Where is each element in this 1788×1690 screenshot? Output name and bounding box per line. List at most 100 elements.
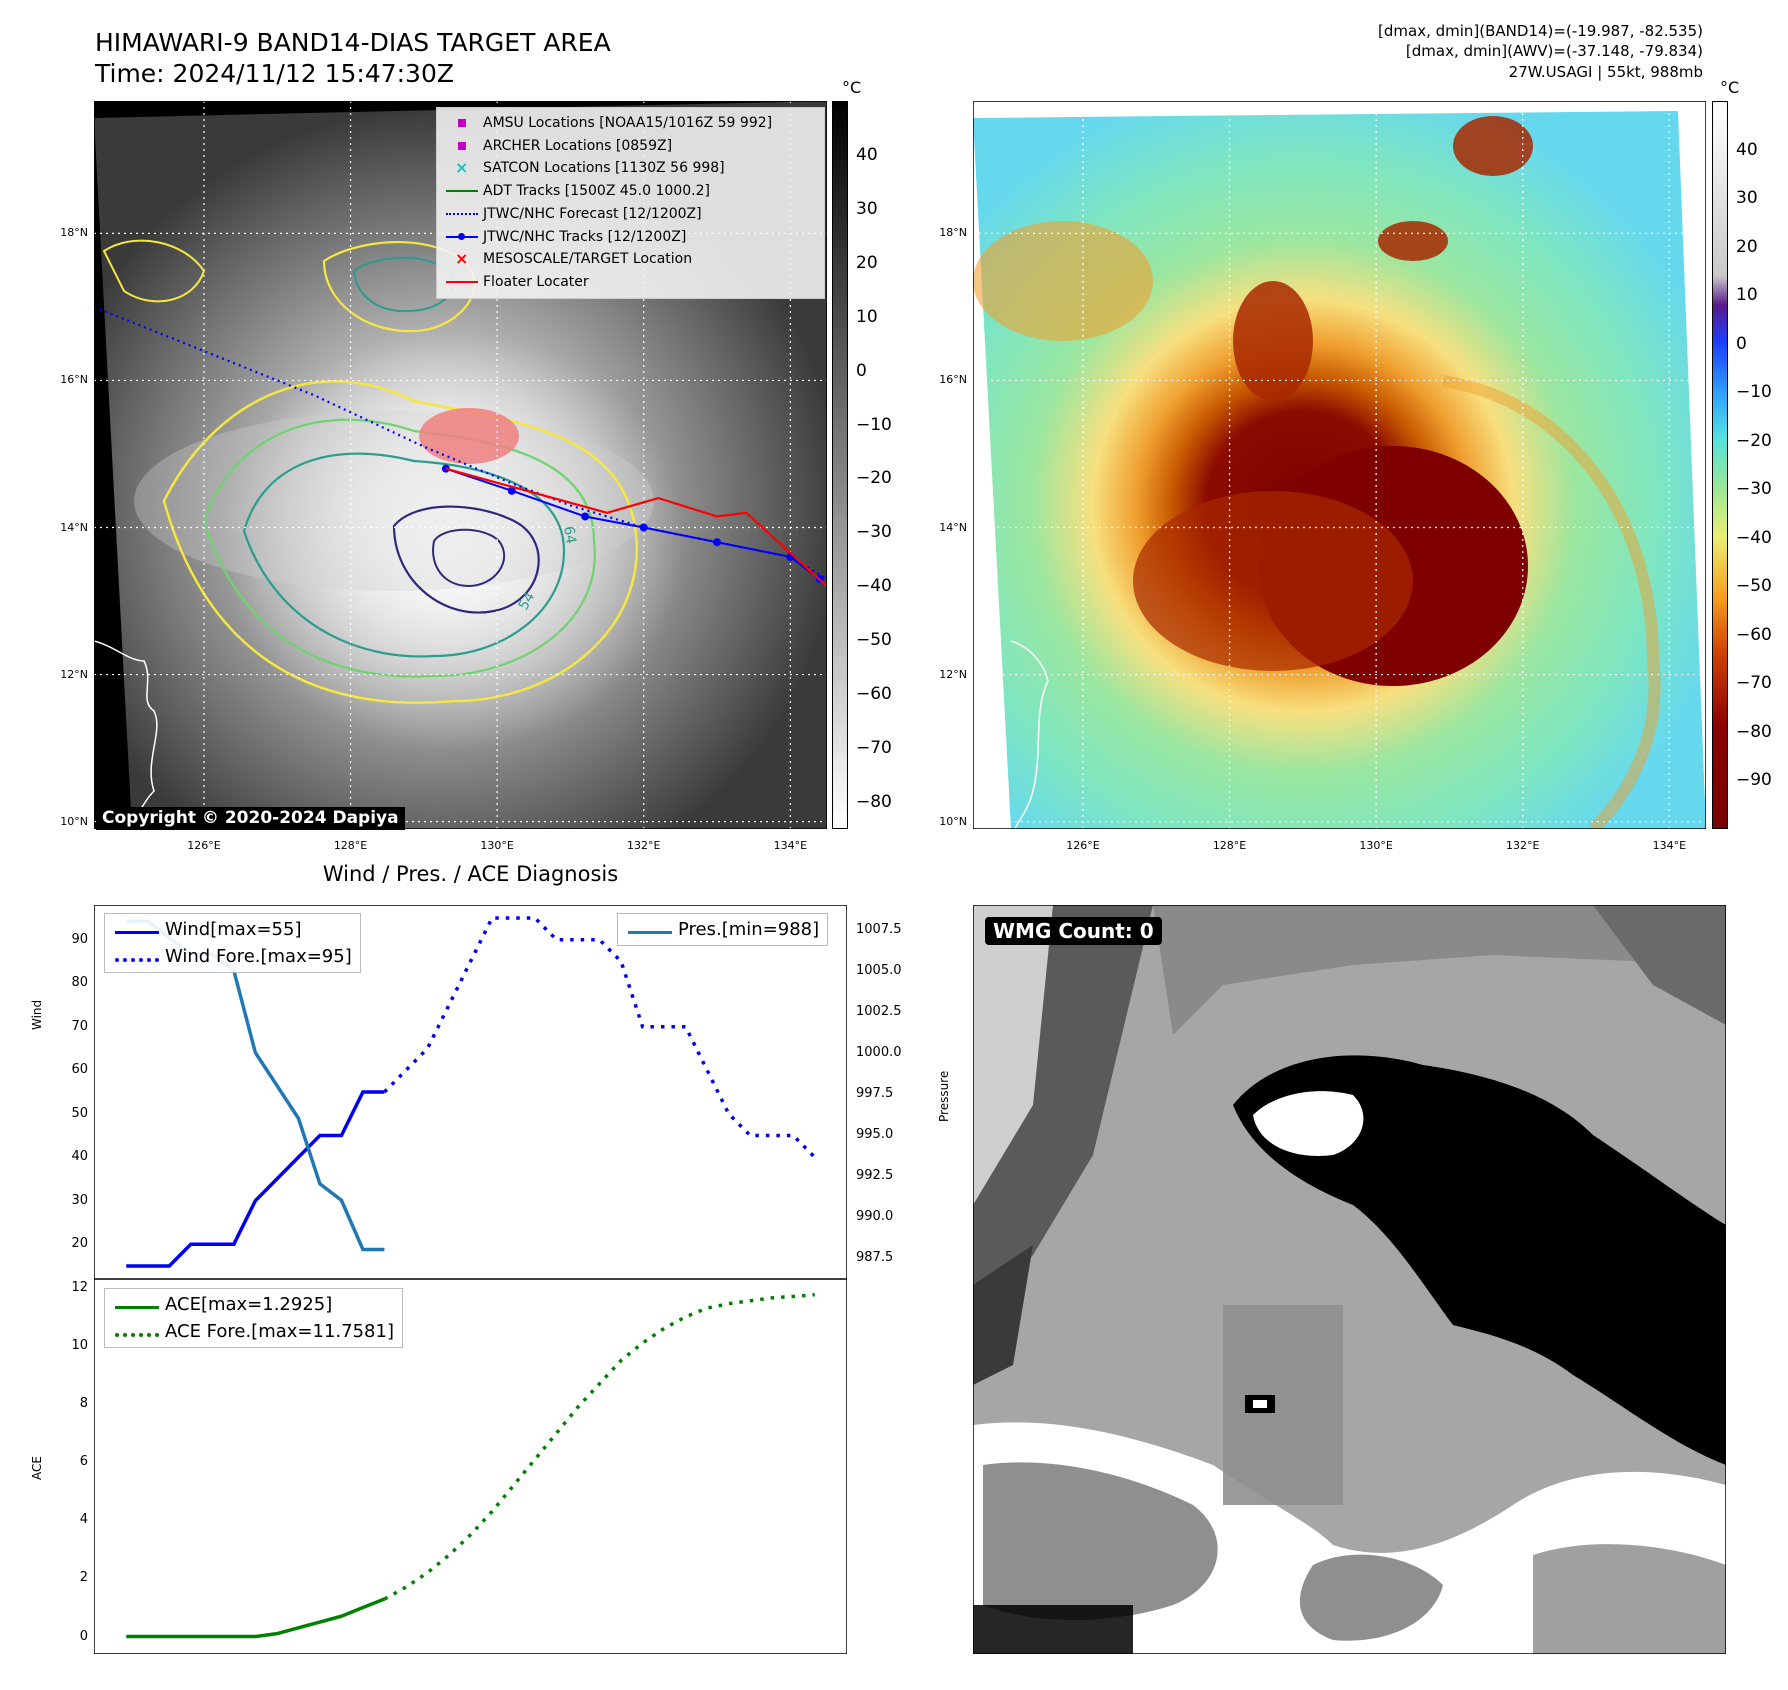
lat-tick-label: 16°N xyxy=(939,373,967,387)
ace-tick-label: 0 xyxy=(79,1628,88,1644)
legend-row-amsu: AMSU Locations [NOAA15/1016Z 59 992] xyxy=(443,112,818,135)
pressure-tick-label: 1005.0 xyxy=(856,962,902,978)
lat-tick-label: 12°N xyxy=(939,667,967,681)
colorbar-tick-label: −10 xyxy=(856,414,892,435)
legend-label: JTWC/NHC Forecast [12/1200Z] xyxy=(483,205,702,222)
wind-tick-label: 30 xyxy=(71,1192,88,1208)
pressure-tick-label: 997.5 xyxy=(856,1085,894,1101)
awv-gridlines xyxy=(973,101,1706,829)
legend-row-archer: ARCHER Locations [0859Z] xyxy=(443,135,818,158)
legend-label: JTWC/NHC Tracks [12/1200Z] xyxy=(483,228,687,245)
legend-row-mesoscale: × MESOSCALE/TARGET Location xyxy=(443,248,818,271)
contour-label-64: 64 xyxy=(560,525,579,545)
colorbar-tick-label: −60 xyxy=(1736,624,1772,645)
ace-tick-label: 8 xyxy=(79,1396,88,1411)
legend-dotted-icon xyxy=(113,1321,165,1343)
colorbar-tick-label: −30 xyxy=(1736,479,1772,500)
wind-tick-label: 70 xyxy=(71,1018,88,1034)
legend-row-wind: Wind[max=55] xyxy=(113,916,352,943)
colorbar-tick-label: 20 xyxy=(856,252,878,273)
lat-tick-label: 10°N xyxy=(939,814,967,828)
wind-series xyxy=(126,1090,385,1268)
colorbar-gray xyxy=(832,101,848,829)
legend-row-ace: ACE[max=1.2925] xyxy=(113,1291,394,1318)
colorbar-tick-label: −40 xyxy=(1736,527,1772,548)
awv-map xyxy=(972,100,1707,834)
lon-tick-label: 132°E xyxy=(627,839,661,852)
track-point xyxy=(507,486,516,495)
colorbar-tick-label: 20 xyxy=(1736,236,1758,257)
lon-tick-label: 130°E xyxy=(480,839,514,852)
lon-tick-label: 128°E xyxy=(1212,839,1247,852)
colorbar-tick-label: −70 xyxy=(1736,673,1772,694)
colorbar-tick-label: −40 xyxy=(856,576,892,597)
lon-tick-label: 134°E xyxy=(1652,839,1687,852)
legend-line-icon xyxy=(113,1294,165,1316)
pressure-tick-label: 1007.5 xyxy=(856,921,902,937)
legend-dotted-icon xyxy=(443,203,483,225)
ace-series xyxy=(126,1597,386,1639)
legend-row-floater: Floater Locater xyxy=(443,271,818,294)
colorbar-awv-unit: °C xyxy=(1720,78,1740,97)
legend-label: Wind Fore.[max=95] xyxy=(165,946,352,967)
legend-label: ACE Fore.[max=11.7581] xyxy=(165,1321,394,1342)
colorbar-awv xyxy=(1712,101,1728,829)
lat-tick-label: 16°N xyxy=(60,373,88,387)
legend-label: Wind[max=55] xyxy=(165,919,302,940)
lat-tick-label: 14°N xyxy=(60,520,88,534)
wind-tick-label: 20 xyxy=(71,1236,88,1252)
legend-row-wind-fore: Wind Fore.[max=95] xyxy=(113,943,352,970)
ace-tick-label: 12 xyxy=(71,1279,88,1295)
legend-line-icon xyxy=(113,919,165,941)
legend-label: MESOSCALE/TARGET Location xyxy=(483,251,693,268)
colorbar-tick-label: −80 xyxy=(1736,721,1772,742)
pressure-tick-label: 1000.0 xyxy=(856,1044,902,1060)
ace-forecast-series xyxy=(383,1292,815,1601)
pressure-tick-label: 992.5 xyxy=(856,1167,894,1183)
lat-tick-label: 14°N xyxy=(939,520,967,534)
pressure-axis-label: Pressure xyxy=(937,1070,951,1122)
colorbar-tick-label: −10 xyxy=(1736,382,1772,403)
pressure-tick-label: 1002.5 xyxy=(856,1003,902,1019)
legend-square-icon xyxy=(443,135,483,157)
colorbar-tick-label: 30 xyxy=(856,198,878,219)
pressure-tick-label: 995.0 xyxy=(856,1126,894,1142)
lat-tick-label: 18°N xyxy=(939,226,967,240)
legend-label: Floater Locater xyxy=(483,273,589,290)
awv-map-panel: 18°N 16°N 14°N 12°N 10°N 126°E 128°E 130°E 132°… xyxy=(939,100,1707,852)
ace-tick-label: 4 xyxy=(79,1512,88,1528)
lon-tick-label: 126°E xyxy=(187,839,221,852)
colorbar-tick-label: 0 xyxy=(1736,333,1747,354)
time-label: Time: 2024/11/12 15:47:30Z xyxy=(95,59,454,88)
lon-tick-label: 130°E xyxy=(1359,839,1393,852)
legend-line-dot-icon xyxy=(443,226,483,248)
wind-tick-label: 80 xyxy=(71,975,88,991)
lon-tick-label: 132°E xyxy=(1506,839,1540,852)
wind-tick-label: 40 xyxy=(71,1149,88,1165)
legend-label: SATCON Locations [1130Z 56 998] xyxy=(483,160,725,177)
colorbar-tick-label: 0 xyxy=(856,360,867,381)
lat-tick-label: 18°N xyxy=(60,226,88,240)
legend-x-icon: × xyxy=(455,248,469,268)
storm-info: 27W.USAGI | 55kt, 988mb xyxy=(1508,63,1703,81)
legend-label: ACE[max=1.2925] xyxy=(165,1294,333,1315)
pressure-tick-label: 987.5 xyxy=(856,1249,894,1265)
colorbar-tick-label: 10 xyxy=(856,306,878,327)
legend-label: ARCHER Locations [0859Z] xyxy=(483,137,673,154)
legend-line-icon xyxy=(443,271,483,293)
colorbar-tick-label: −80 xyxy=(856,792,892,813)
colorbar-tick-label: −50 xyxy=(1736,576,1772,597)
dmax-band14: [dmax, dmin](BAND14)=(-19.987, -82.535) xyxy=(1378,22,1703,40)
copyright-badge: Copyright © 2020-2024 Dapiya xyxy=(96,807,405,830)
colorbar-tick-label: 30 xyxy=(1736,188,1758,209)
pressure-tick-label: 990.0 xyxy=(856,1208,894,1224)
wmg-map xyxy=(972,904,1727,1655)
ace-tick-label: 10 xyxy=(71,1337,88,1353)
legend-line-icon xyxy=(626,919,678,941)
legend-row-satcon: × SATCON Locations [1130Z 56 998] xyxy=(443,157,818,180)
lon-tick-label: 128°E xyxy=(333,839,368,852)
colorbar-gray-unit: °C xyxy=(842,78,862,97)
legend-label: Pres.[min=988] xyxy=(678,919,820,940)
wind-legend: Wind[max=55] Wind Fore.[max=95] xyxy=(104,913,361,973)
legend-row-adt: ADT Tracks [1500Z 45.0 1000.2] xyxy=(443,180,818,203)
